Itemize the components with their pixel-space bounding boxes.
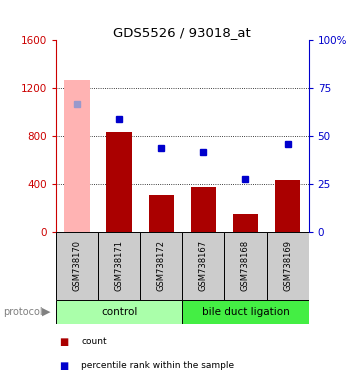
Text: GSM738171: GSM738171: [115, 240, 123, 291]
Bar: [191, 187, 216, 232]
Text: GSM738168: GSM738168: [241, 240, 250, 291]
Bar: [266, 232, 309, 300]
Bar: [225, 232, 266, 300]
Bar: [233, 214, 258, 232]
Bar: [275, 180, 300, 232]
Text: GSM738167: GSM738167: [199, 240, 208, 291]
Bar: [106, 131, 132, 232]
Text: protocol: protocol: [4, 307, 43, 317]
Text: ■: ■: [60, 337, 69, 347]
Text: ▶: ▶: [42, 307, 50, 317]
Text: count: count: [81, 337, 107, 346]
Bar: [182, 232, 225, 300]
Title: GDS5526 / 93018_at: GDS5526 / 93018_at: [113, 26, 251, 39]
Bar: [56, 300, 182, 324]
Bar: [182, 300, 309, 324]
Bar: [56, 232, 98, 300]
Text: percentile rank within the sample: percentile rank within the sample: [81, 361, 234, 370]
Text: GSM738169: GSM738169: [283, 240, 292, 291]
Text: control: control: [101, 307, 137, 317]
Bar: [140, 232, 182, 300]
Bar: [64, 80, 90, 232]
Text: GSM738172: GSM738172: [157, 240, 166, 291]
Bar: [149, 195, 174, 232]
Text: GSM738170: GSM738170: [73, 240, 82, 291]
Text: ■: ■: [60, 361, 69, 371]
Bar: [98, 232, 140, 300]
Text: bile duct ligation: bile duct ligation: [201, 307, 290, 317]
